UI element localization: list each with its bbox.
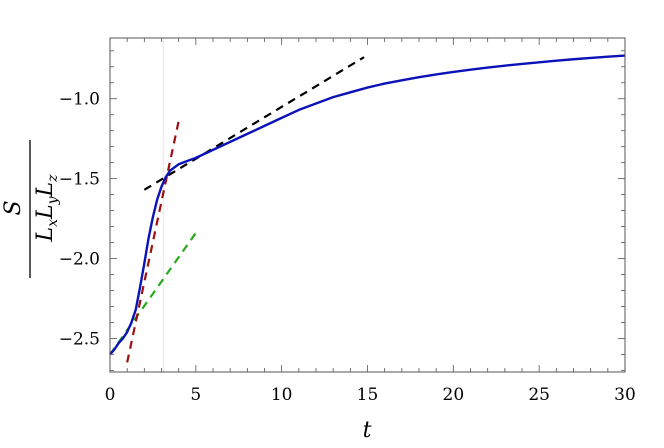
- y-label-sub-x: x: [45, 219, 61, 227]
- y-tick-label: −1.5: [59, 170, 100, 190]
- x-axis-label: t: [363, 418, 372, 443]
- y-label-L3: L: [33, 182, 58, 198]
- y-axis-label-numerator: S: [1, 200, 26, 215]
- x-tick-label: 30: [614, 385, 636, 405]
- tick-label-layer: 0 5 10 15 20 25 30 −2.5 −2.0 −1.5 −1.0: [59, 90, 636, 405]
- x-tick-label: 0: [105, 385, 116, 405]
- y-label-sub-z: z: [45, 174, 61, 183]
- x-tick-label: 5: [190, 385, 201, 405]
- x-tick-label: 20: [443, 385, 465, 405]
- x-tick-label: 25: [528, 385, 550, 405]
- series-line-dashed-fit: [109, 232, 197, 356]
- series-line-dashed-fit: [143, 56, 365, 191]
- y-label-L2: L: [33, 204, 58, 220]
- x-tick-label: 10: [271, 385, 293, 405]
- y-tick-label: −2.0: [59, 250, 100, 270]
- y-axis-label: S LxLyLz: [1, 140, 61, 278]
- y-label-sub-y: y: [45, 195, 61, 205]
- y-tick-label: −2.5: [59, 329, 100, 349]
- y-tick-label: −1.0: [59, 90, 100, 110]
- y-axis-label-denominator: LxLyLz: [33, 174, 61, 243]
- tick-layer: [109, 38, 626, 372]
- y-label-L1: L: [33, 227, 58, 243]
- series-line-main: [109, 54, 626, 356]
- x-tick-label: 15: [357, 385, 379, 405]
- series-layer: [109, 54, 626, 363]
- series-line-dashed-fit: [126, 120, 180, 363]
